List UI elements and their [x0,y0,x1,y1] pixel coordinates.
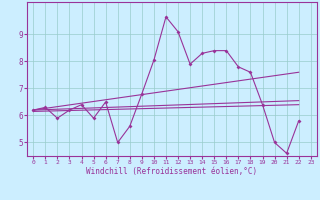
X-axis label: Windchill (Refroidissement éolien,°C): Windchill (Refroidissement éolien,°C) [86,167,258,176]
